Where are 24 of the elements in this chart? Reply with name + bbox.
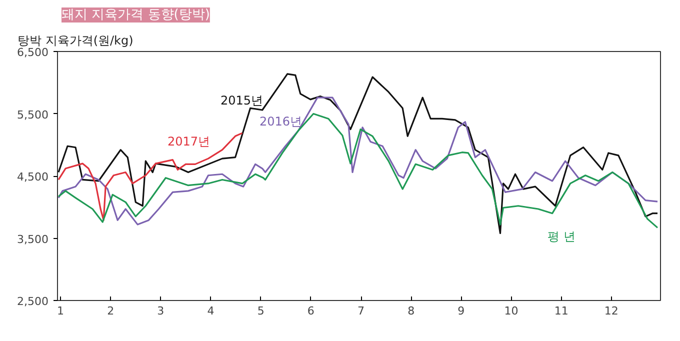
x-tick-label: 10	[504, 304, 518, 318]
x-tick-label: 12	[604, 304, 618, 318]
y-tick-label: 2,500	[17, 295, 49, 308]
x-tick-label: 7	[358, 304, 365, 318]
y-tick-label: 5,500	[17, 108, 49, 122]
x-tick-label: 9	[458, 304, 465, 318]
x-tick-label: 2	[107, 304, 114, 318]
series-label: 2017년	[168, 134, 210, 148]
x-tick-label: 6	[307, 304, 314, 318]
x-tick-label: 5	[257, 304, 264, 318]
y-tick-label: 4,500	[17, 170, 49, 184]
x-tick-label: 3	[157, 304, 164, 318]
x-tick-label: 11	[554, 304, 568, 318]
series-label: 2015년	[220, 94, 264, 108]
x-tick-label: 1	[57, 304, 64, 318]
chart-title: 돼지 지육가격 동향(탕박)	[62, 8, 210, 22]
series-label: 2016년	[260, 114, 302, 128]
series-label: 평 년	[548, 230, 576, 244]
x-tick-label: 8	[408, 304, 415, 318]
y-tick-label: 6,500	[17, 46, 49, 59]
y-tick-label: 3,500	[17, 232, 49, 246]
y-axis-title: 탕박 지육가격(원/kg)	[18, 34, 134, 48]
x-tick-label: 4	[207, 304, 214, 318]
line-series	[58, 132, 244, 221]
